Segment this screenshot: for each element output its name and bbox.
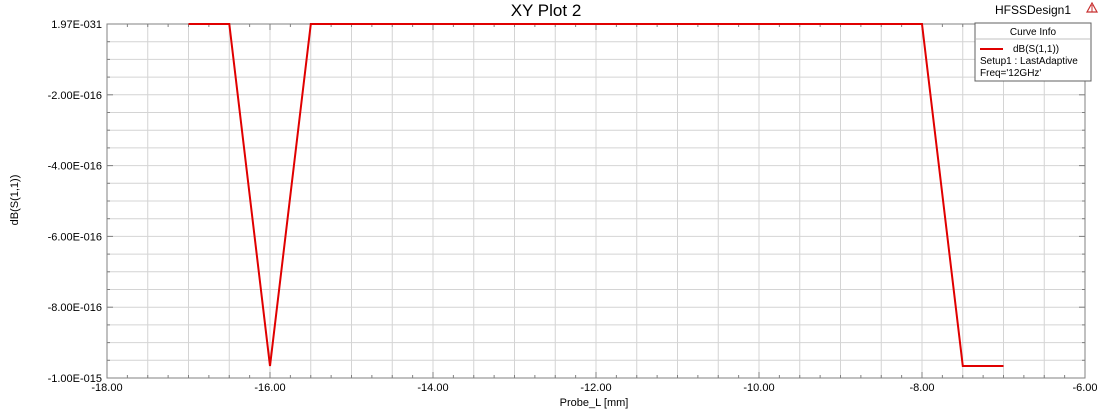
grid <box>106 23 1086 379</box>
x-tick-label: -6.00 <box>1072 382 1097 394</box>
logo-icon <box>1085 1 1099 13</box>
x-tick-label: -14.00 <box>417 382 448 394</box>
y-tick-label: -6.00E-016 <box>48 231 102 243</box>
x-tick-labels: -18.00 -16.00 -14.00 -12.00 -10.00 -8.00 -6.00 <box>91 382 1097 394</box>
legend-box <box>974 22 1092 82</box>
design-name: HFSSDesign1 <box>995 3 1071 17</box>
legend: Curve Info dB(S(1,1)) Setup1 : LastAdapt… <box>974 22 1092 82</box>
x-tick-label: -8.00 <box>909 382 934 394</box>
x-tick-label: -16.00 <box>254 382 285 394</box>
legend-freq-text: Freq='12GHz' <box>980 68 1041 79</box>
x-tick-label: -12.00 <box>580 382 611 394</box>
y-axis-label: dB(S(1,1)) <box>9 175 21 226</box>
series-layer <box>188 23 1004 367</box>
legend-setup-text: Setup1 : LastAdaptive <box>980 56 1078 67</box>
chart-title: XY Plot 2 <box>511 1 582 20</box>
y-tick-labels: 1.97E-031 -2.00E-016 -4.00E-016 -6.00E-016 -… <box>48 19 102 385</box>
x-axis-label: Probe_L [mm] <box>560 397 629 409</box>
legend-title: Curve Info <box>1010 27 1057 38</box>
x-tick-label: -18.00 <box>91 382 122 394</box>
y-tick-label: 1.97E-031 <box>51 19 102 31</box>
x-tick-label: -10.00 <box>743 382 774 394</box>
y-tick-label: -2.00E-016 <box>48 90 102 102</box>
series-line <box>188 23 1004 367</box>
y-tick-label: -8.00E-016 <box>48 302 102 314</box>
legend-series-label: dB(S(1,1)) <box>1013 44 1059 55</box>
y-tick-label: -4.00E-016 <box>48 161 102 173</box>
y-tick-label: -1.00E-015 <box>48 373 102 385</box>
